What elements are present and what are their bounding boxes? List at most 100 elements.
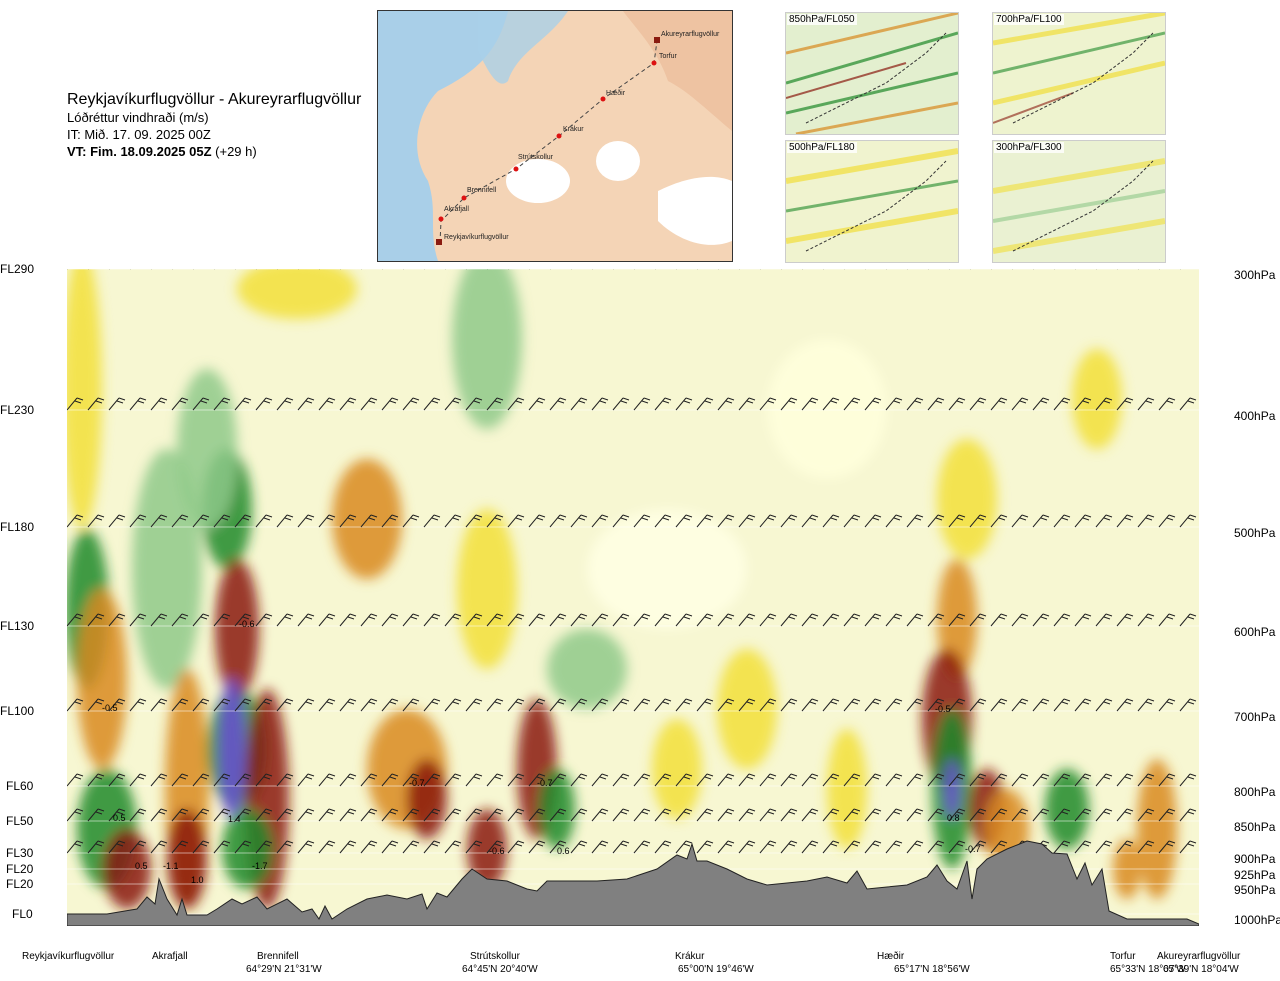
wind-barb — [591, 514, 609, 528]
wind-barb — [675, 840, 693, 854]
wind-barb — [927, 840, 945, 854]
waypoint-coord: 65°00'N 19°46'W — [678, 964, 754, 975]
contour-region — [937, 439, 997, 559]
contour-region — [547, 629, 627, 709]
wind-barb — [87, 840, 105, 854]
map-label-akrafjall: Akrafjall — [444, 206, 469, 213]
valid-time-offset: (+29 h) — [211, 144, 257, 159]
wind-barb — [108, 698, 126, 712]
wind-barb — [150, 808, 168, 822]
wind-barb — [402, 514, 420, 528]
contour-region — [457, 509, 517, 669]
wind-barb — [549, 773, 567, 787]
wind-barb — [780, 397, 798, 411]
wind-barb — [1137, 613, 1155, 627]
wind-barb — [1179, 397, 1197, 411]
wind-barb — [171, 773, 189, 787]
wind-barb — [570, 397, 588, 411]
contour-region — [717, 649, 777, 769]
wind-barb — [906, 397, 924, 411]
wind-barb — [738, 397, 756, 411]
wind-barb — [1032, 397, 1050, 411]
extremum-label: 1.0 — [191, 875, 204, 885]
wind-barb — [1137, 808, 1155, 822]
wind-barb — [360, 698, 378, 712]
fl-tick-label: FL0 — [12, 907, 33, 921]
wind-barb — [234, 808, 252, 822]
wind-barb — [234, 514, 252, 528]
wind-barb — [234, 613, 252, 627]
wind-barb — [402, 808, 420, 822]
wind-barb — [1074, 698, 1092, 712]
map-label-torfur: Torfur — [659, 53, 678, 60]
wind-barb — [1116, 397, 1134, 411]
map-label-strutskollur: Strútskollur — [518, 154, 554, 161]
wind-barb — [822, 397, 840, 411]
wind-barb — [654, 397, 672, 411]
wind-barb — [381, 698, 399, 712]
wind-barb — [1095, 773, 1113, 787]
waypoint-coord: 65°33'N 18°07'W — [1110, 964, 1186, 975]
wind-barb — [255, 773, 273, 787]
wind-barb — [864, 773, 882, 787]
wind-barb — [402, 613, 420, 627]
wind-barb — [318, 773, 336, 787]
wind-barb — [1158, 514, 1176, 528]
wind-barb — [990, 613, 1008, 627]
wind-barb — [696, 397, 714, 411]
wind-barb — [87, 698, 105, 712]
wind-barb — [150, 698, 168, 712]
wind-barb — [360, 840, 378, 854]
wind-barb — [885, 613, 903, 627]
wind-barb — [1053, 613, 1071, 627]
mini-map-300-graphic — [993, 141, 1165, 262]
contour-region — [237, 269, 357, 319]
extremum-label: -0.7 — [409, 778, 425, 788]
extremum-label: -0.6 — [239, 619, 255, 629]
wind-barb — [906, 613, 924, 627]
wind-barb — [927, 698, 945, 712]
wind-barb — [549, 698, 567, 712]
wind-barb — [612, 840, 630, 854]
extremum-label: -0.5 — [102, 703, 118, 713]
wind-barb — [1053, 397, 1071, 411]
wind-barb — [969, 613, 987, 627]
wind-barb — [885, 514, 903, 528]
wind-barb — [717, 698, 735, 712]
wind-barb — [801, 514, 819, 528]
contour-region — [215, 559, 259, 699]
wind-barb — [948, 514, 966, 528]
wind-barb — [465, 808, 483, 822]
wind-barb — [696, 773, 714, 787]
waypoint-name: Reykjavíkurflugvöllur — [22, 951, 115, 962]
wind-barb — [129, 773, 147, 787]
wind-barb — [696, 808, 714, 822]
mini-map-300: 300hPa/FL300 — [992, 140, 1166, 263]
wind-barb — [213, 698, 231, 712]
wind-barb — [1053, 514, 1071, 528]
wind-barb — [67, 514, 84, 528]
wind-barb — [486, 613, 504, 627]
fl-tick-label: FL230 — [0, 403, 35, 417]
mini-map-500-label: 500hPa/FL180 — [787, 142, 857, 153]
wind-barb — [885, 698, 903, 712]
wind-barb — [318, 698, 336, 712]
wind-barb — [1032, 698, 1050, 712]
wind-barb — [675, 773, 693, 787]
wind-barb — [528, 773, 546, 787]
wind-barb — [276, 514, 294, 528]
wind-barb — [444, 397, 462, 411]
wind-barb — [87, 808, 105, 822]
wind-barb — [108, 808, 126, 822]
pressure-tick-label: 925hPa — [1234, 868, 1276, 882]
mini-map-700-label: 700hPa/FL100 — [994, 14, 1064, 25]
wind-barb — [1137, 397, 1155, 411]
wind-barb — [360, 808, 378, 822]
wind-barb — [129, 514, 147, 528]
wind-barb — [738, 698, 756, 712]
waypoint-name: Hæðir — [877, 951, 905, 962]
wind-barb — [780, 773, 798, 787]
mini-map-850-label: 850hPa/FL050 — [787, 14, 857, 25]
wind-barb — [423, 773, 441, 787]
wind-barb — [675, 698, 693, 712]
